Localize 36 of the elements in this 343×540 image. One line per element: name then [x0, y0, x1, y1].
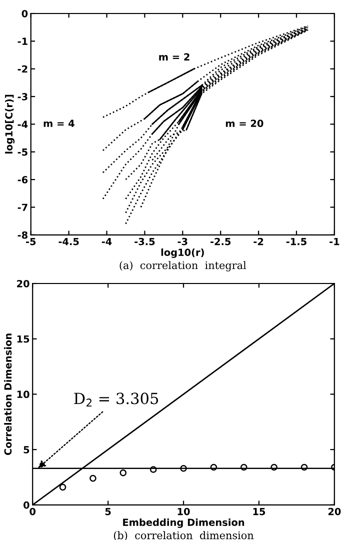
y-tick-label: -4	[18, 120, 28, 128]
x-tick-label: 10	[178, 508, 190, 516]
x-tick-label: 0	[30, 508, 36, 516]
x-tick-label: -1.5	[286, 238, 306, 246]
y-tick-label: -2	[18, 65, 28, 73]
x-axis-title: log10(r)	[161, 248, 204, 258]
x-tick-label: -2.5	[210, 238, 231, 246]
y-tick-label: 10	[17, 390, 30, 398]
y-tick-label: 15	[17, 335, 30, 343]
y-tick-label: 0	[22, 10, 28, 18]
text: (a) correlation integral	[120, 261, 246, 272]
x-tick-label: 15	[253, 508, 266, 516]
y-axis-title: log10[C(r)]	[5, 94, 15, 154]
y-tick-label: -7	[18, 204, 28, 211]
y-tick-label: 20	[17, 280, 30, 288]
annotation: m = 4	[44, 120, 74, 127]
x-tick-label: -3	[178, 238, 188, 246]
annotation: m = 2	[159, 53, 190, 60]
y-tick-label: -8	[18, 231, 28, 239]
x-tick-label: -4.5	[58, 238, 79, 246]
x-axis-title: Embedding Dimension	[123, 518, 244, 528]
x-tick-label: -2	[254, 238, 264, 246]
y-tick-label: -5	[18, 148, 28, 156]
y-tick-label: 5	[24, 446, 30, 454]
ref-line-label: D$_{2}$ = 3.305	[74, 392, 158, 406]
x-tick-label: -3.5	[134, 238, 155, 246]
x-tick-label: -1	[330, 238, 340, 246]
x-tick-label: 20	[328, 508, 341, 516]
x-tick-label: 5	[105, 508, 111, 516]
y-tick-label: 0	[24, 501, 30, 509]
y-tick-label: -6	[18, 176, 28, 184]
y-axis-title: Correlation Dimension	[4, 334, 12, 456]
annotation: m = 20	[226, 120, 264, 128]
x-tick-label: -4	[102, 238, 112, 246]
y-tick-label: -3	[18, 93, 28, 100]
y-tick-label: -1	[18, 38, 28, 45]
